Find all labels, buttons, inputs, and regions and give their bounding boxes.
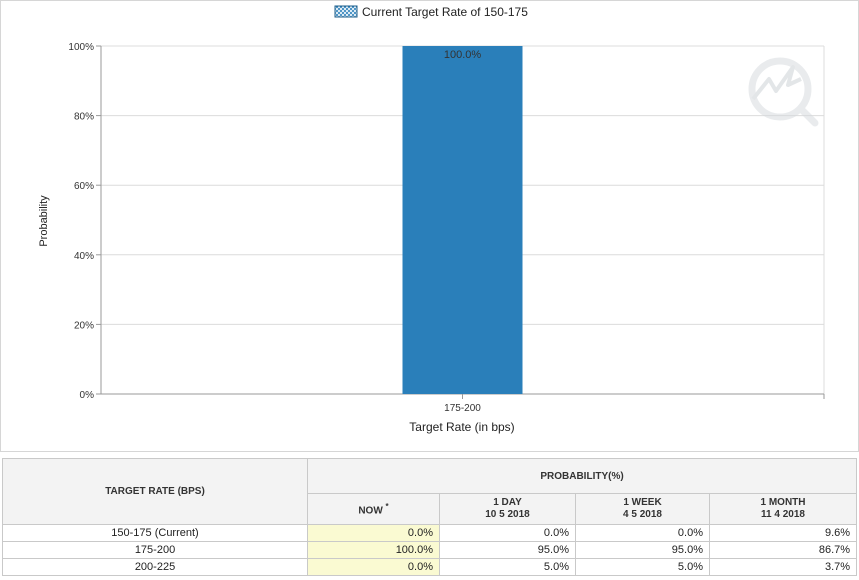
probability-chart: 0% 20% 40% 60% 80% 100% 100.0% 175-200 Current … <box>38 5 825 434</box>
x-tick-label: 175-200 <box>444 403 481 414</box>
cell-rate: 150-175 (Current) <box>2 524 308 542</box>
header-1-week[interactable]: 1 WEEK 4 5 2018 <box>575 493 710 525</box>
cell-now: 100.0% <box>307 541 440 559</box>
header-1-month-date: 11 4 2018 <box>761 509 805 520</box>
header-probability: PROBABILITY(%) <box>306 458 858 494</box>
cell-rate: 200-225 <box>2 558 308 576</box>
cell-1-month: 3.7% <box>708 558 858 576</box>
bar-175-200[interactable] <box>402 46 523 394</box>
y-axis-title: Probability <box>38 195 50 247</box>
legend-swatch[interactable] <box>334 5 358 18</box>
header-now-mark: * <box>385 501 389 511</box>
cell-1-week: 95.0% <box>575 541 710 559</box>
y-tick-label: 60% <box>74 181 94 192</box>
header-target-rate: TARGET RATE (BPS) <box>2 458 308 525</box>
chart-panel: 0% 20% 40% 60% 80% 100% 100.0% 175-200 Current … <box>0 0 859 452</box>
cell-1-week: 5.0% <box>575 558 710 576</box>
header-now[interactable]: NOW * <box>307 493 440 525</box>
cell-1-week: 0.0% <box>575 524 710 542</box>
header-1-month-label: 1 MONTH <box>760 497 806 508</box>
table-row: 175-200 100.0% 95.0% 95.0% 86.7% <box>2 541 858 559</box>
y-tick-label: 100% <box>68 42 94 53</box>
cell-1-day: 0.0% <box>439 524 576 542</box>
cell-1-day: 95.0% <box>439 541 576 559</box>
cell-1-month: 9.6% <box>708 524 858 542</box>
header-1-week-date: 4 5 2018 <box>623 509 662 520</box>
y-tick-label: 80% <box>74 112 94 123</box>
header-1-day-label: 1 DAY <box>493 497 522 508</box>
header-1-day-date: 10 5 2018 <box>485 509 530 520</box>
cell-now: 0.0% <box>307 524 440 542</box>
header-1-month[interactable]: 1 MONTH 11 4 2018 <box>708 493 858 525</box>
cell-1-month: 86.7% <box>708 541 858 559</box>
bar-data-label: 100.0% <box>444 49 482 61</box>
watermark-logo-icon <box>748 57 819 127</box>
y-tick-label: 20% <box>74 320 94 331</box>
header-now-label: NOW <box>358 505 383 517</box>
header-1-week-label: 1 WEEK <box>623 497 662 508</box>
y-tick-label: 40% <box>74 251 94 262</box>
probability-table: TARGET RATE (BPS) PROBABILITY(%) NOW * 1… <box>2 458 858 576</box>
header-1-day[interactable]: 1 DAY 10 5 2018 <box>439 493 576 525</box>
table-row: 200-225 0.0% 5.0% 5.0% 3.7% <box>2 558 858 576</box>
legend-label[interactable]: Current Target Rate of 150-175 <box>362 5 528 19</box>
table-row: 150-175 (Current) 0.0% 0.0% 0.0% 9.6% <box>2 524 858 542</box>
x-axis-title: Target Rate (in bps) <box>409 420 514 434</box>
cell-rate: 175-200 <box>2 541 308 559</box>
cell-1-day: 5.0% <box>439 558 576 576</box>
y-tick-label: 0% <box>80 390 95 401</box>
cell-now: 0.0% <box>307 558 440 576</box>
